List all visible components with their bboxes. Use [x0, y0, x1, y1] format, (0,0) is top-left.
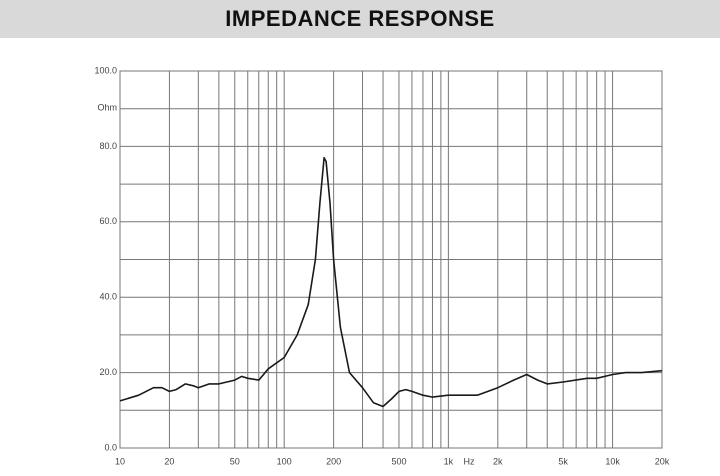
x-tick-label: 10 [115, 456, 125, 466]
y-tick-label: 20.0 [99, 367, 117, 377]
x-tick-label: 20k [655, 456, 670, 466]
impedance-line [119, 156, 663, 408]
x-tick-label: 50 [230, 456, 240, 466]
y-tick-label: 40.0 [99, 292, 117, 302]
y-tick-label: 0.0 [104, 442, 117, 452]
x-tick-label: 500 [391, 456, 406, 466]
x-tick-label: 200 [326, 456, 341, 466]
y-tick-label: 80.0 [99, 141, 117, 151]
x-axis-label: Hz [464, 456, 475, 466]
x-tick-label: 5k [558, 456, 568, 466]
x-tick-label: 1k [444, 456, 454, 466]
x-tick-label: 100 [277, 456, 292, 466]
x-tick-label: 10k [605, 456, 620, 466]
x-tick-label: 20 [164, 456, 174, 466]
y-tick-label: 60.0 [99, 216, 117, 226]
chart-title: IMPEDANCE RESPONSE [0, 0, 720, 38]
y-tick-label: 100.0 [94, 65, 117, 75]
x-tick-label: 2k [493, 456, 503, 466]
y-axis-label: Ohm [97, 102, 117, 112]
